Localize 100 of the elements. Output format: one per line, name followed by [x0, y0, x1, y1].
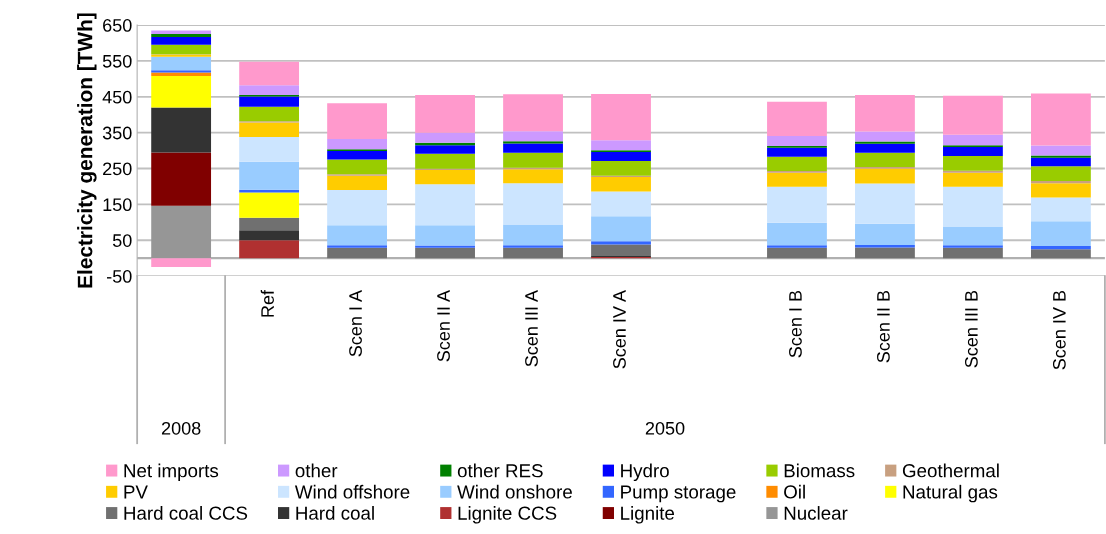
bar: [327, 225, 387, 246]
bar: [767, 186, 827, 223]
legend-label: Pump storage: [621, 485, 736, 503]
bar: [943, 226, 1003, 246]
bar: [415, 132, 475, 143]
bar: [151, 76, 212, 108]
bar: [327, 245, 387, 248]
bar: [591, 93, 651, 141]
bar: [855, 223, 915, 245]
bar: [591, 152, 651, 161]
bar: [503, 245, 563, 248]
legend-label: Hydro: [621, 463, 669, 482]
legend-label: Wind offshore: [294, 484, 410, 499]
bar: [943, 95, 1003, 135]
bar: [151, 258, 212, 268]
y-tick-label: 650: [103, 19, 132, 32]
y-tick-label: 350: [102, 126, 132, 140]
bar: [503, 247, 563, 259]
bar: [855, 152, 915, 168]
legend-label: Wind onshore: [457, 484, 572, 499]
bar: [415, 153, 475, 169]
legend-label: Natural gas: [903, 484, 998, 503]
bar: [415, 184, 475, 226]
bar: [1030, 183, 1091, 198]
legend-label: Lignite: [621, 506, 675, 524]
x-tick-label: Scen I B: [789, 290, 802, 358]
bar: [591, 216, 651, 242]
bar: [415, 247, 475, 259]
bar: [855, 247, 915, 259]
bar: [415, 245, 475, 248]
bar: [591, 244, 651, 256]
bar: [327, 175, 387, 191]
bar: [855, 143, 915, 153]
bar: [1030, 155, 1091, 158]
bar: [1030, 145, 1091, 156]
bar: [943, 247, 1003, 259]
bar: [327, 190, 387, 226]
bar: [591, 177, 651, 192]
bar: [855, 168, 915, 184]
x-tick-label: Ref: [260, 289, 274, 317]
bar: [415, 145, 475, 154]
legend-label: Hard coal CCS: [124, 506, 248, 520]
legend-label: other: [295, 463, 338, 478]
bar: [239, 136, 300, 162]
bar: [767, 222, 827, 246]
y-tick-label: 250: [103, 162, 132, 176]
bar: [239, 122, 300, 137]
x-tick-label: Scen IV B: [1052, 290, 1066, 370]
bar: [503, 143, 563, 153]
bar: [151, 152, 212, 206]
text: 2008: [161, 421, 201, 435]
bar: [503, 169, 563, 184]
legend-label: Oil: [784, 484, 805, 499]
bar: [943, 155, 1003, 171]
bar: [151, 56, 212, 71]
bar: [591, 191, 651, 217]
text: 2050: [645, 421, 685, 435]
x-tick-label: Scen III B: [964, 290, 978, 368]
bar: [239, 85, 300, 96]
legend-label: Lignite CCS: [458, 506, 557, 524]
bar: [503, 224, 563, 246]
bar: [943, 147, 1003, 156]
legend-label: Biomass: [784, 463, 855, 478]
bar: [151, 205, 212, 259]
y-tick-label: 150: [103, 198, 132, 212]
bar: [503, 183, 563, 225]
bar: [503, 152, 563, 168]
bar: [151, 72, 212, 77]
y-axis-title: Electricity generation [TWh]: [77, 13, 97, 288]
bar: [503, 141, 563, 144]
bar: [151, 107, 212, 153]
bar: [239, 161, 300, 190]
y-tick-label: 50: [112, 234, 132, 247]
bar: [943, 170, 1003, 173]
y-tick-label: 450: [102, 90, 132, 104]
bar: [503, 131, 563, 142]
bar: [943, 245, 1003, 248]
bar: [503, 94, 563, 132]
x-tick-label: Scen IV A: [613, 290, 626, 369]
legend-label: Nuclear: [784, 506, 848, 520]
bar: [1030, 93, 1091, 146]
bar: [415, 169, 475, 185]
y-tick-label: -50: [106, 270, 132, 283]
bar: [855, 131, 915, 142]
bar: [1030, 157, 1091, 167]
bar: [327, 159, 387, 175]
bar: [239, 106, 300, 122]
bar: [767, 247, 827, 259]
x-tick-label: Scen III A: [525, 290, 538, 367]
bar: [855, 95, 915, 132]
bar: [1030, 181, 1091, 184]
bar: [239, 189, 300, 193]
bar: [327, 247, 387, 259]
bar: [1030, 249, 1091, 259]
bar: [151, 34, 212, 37]
y-tick-label: 550: [102, 54, 132, 68]
bar: [415, 95, 475, 133]
x-tick-label: Scen I A: [349, 290, 362, 357]
bar: [767, 135, 827, 146]
bar: [239, 192, 300, 218]
